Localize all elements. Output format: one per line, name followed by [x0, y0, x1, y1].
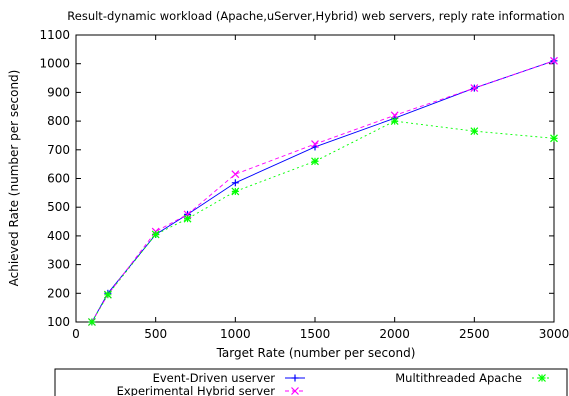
x-axis-label: Target Rate (number per second) — [216, 346, 416, 360]
legend-label: Experimental Hybrid server — [117, 384, 276, 396]
data-point — [231, 170, 240, 179]
data-point — [231, 179, 239, 187]
legend-marker — [291, 387, 299, 395]
series-line — [91, 60, 555, 323]
data-point — [390, 111, 399, 120]
data-point — [88, 318, 96, 326]
x-tick-label: 500 — [144, 327, 167, 341]
y-tick-label: 200 — [47, 286, 70, 300]
x-tick-label: 0 — [72, 327, 80, 341]
y-tick-label: 800 — [47, 114, 70, 128]
series-3 — [88, 117, 558, 326]
legend-entry: Event-Driven userver — [153, 371, 305, 385]
data-point — [151, 230, 160, 239]
y-axis-label: Achieved Rate (number per second) — [7, 70, 21, 287]
x-axis: 0 500 1000 1500 2000 2500 3000 — [72, 35, 569, 341]
series-2 — [88, 56, 558, 326]
legend-marker — [538, 374, 546, 382]
legend-entry: Experimental Hybrid server — [117, 384, 305, 396]
x-tick-label: 2000 — [379, 327, 410, 341]
y-tick-label: 1000 — [39, 57, 70, 71]
y-tick-label: 500 — [47, 200, 70, 214]
plot-area — [75, 34, 555, 323]
data-point — [311, 157, 319, 166]
x-tick-label: 3000 — [539, 327, 569, 341]
data-point — [550, 134, 558, 143]
data-point — [470, 127, 479, 136]
data-point — [470, 84, 479, 93]
data-point — [183, 214, 192, 223]
data-point — [311, 140, 319, 148]
y-tick-label: 700 — [47, 143, 70, 157]
legend-label: Event-Driven userver — [153, 371, 276, 385]
series-layer — [88, 56, 558, 326]
y-axis: 100 200 300 400 500 600 700 800 900 1000 1100 — [39, 28, 554, 329]
y-tick-label: 1100 — [39, 28, 70, 42]
legend-marker — [291, 374, 299, 382]
y-tick-label: 100 — [47, 315, 70, 329]
y-tick-label: 600 — [47, 172, 70, 186]
legend-label: Multithreaded Apache — [395, 371, 522, 385]
series-1 — [88, 57, 558, 326]
y-tick-label: 300 — [47, 258, 70, 272]
x-tick-label: 1000 — [220, 327, 251, 341]
chart-title: Result-dynamic workload (Apache,uServer,… — [67, 9, 564, 23]
y-tick-label: 400 — [47, 229, 70, 243]
data-point — [103, 290, 112, 299]
legend-entry: Multithreaded Apache — [395, 371, 552, 385]
y-tick-label: 900 — [47, 85, 70, 99]
series-line — [91, 60, 555, 323]
data-point — [231, 187, 240, 196]
legend-box — [54, 368, 568, 396]
data-point — [550, 56, 558, 65]
data-point — [390, 117, 399, 126]
series-line — [91, 120, 555, 323]
x-tick-label: 1500 — [300, 327, 331, 341]
x-tick-label: 2500 — [459, 327, 490, 341]
